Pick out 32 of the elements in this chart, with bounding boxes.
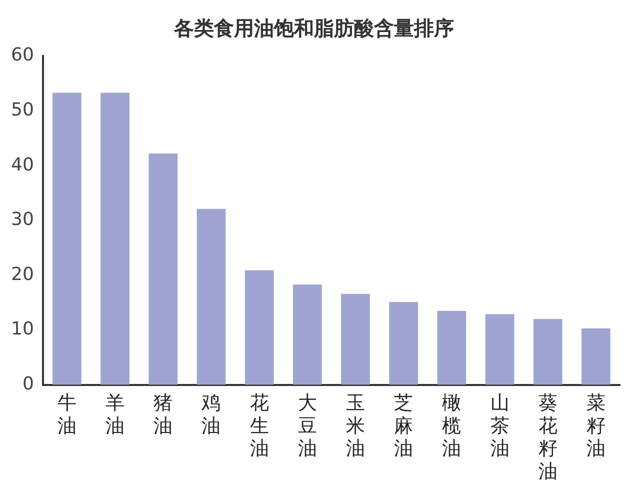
bar: [485, 314, 514, 385]
x-tick-label: 羊油: [106, 392, 125, 437]
y-tick-label: 60: [11, 44, 34, 66]
x-tick-label: 山茶油: [490, 392, 510, 460]
bar: [52, 92, 82, 385]
bar: [100, 92, 130, 385]
bar: [341, 294, 370, 385]
x-tick-label: 鸡油: [200, 392, 221, 437]
bar: [196, 208, 226, 385]
bar: [148, 154, 178, 385]
x-tick-label: 芝麻油: [394, 392, 414, 460]
y-tick-label: 40: [11, 154, 34, 176]
x-tick-label: 玉米油: [346, 392, 365, 460]
y-tick-label: 30: [11, 209, 34, 230]
x-tick-label: 菜籽油: [586, 392, 606, 460]
x-tick-label: 葵花籽油: [538, 392, 558, 483]
x-tick-label: 花生油: [250, 392, 269, 460]
y-tick-label: 20: [11, 264, 34, 285]
bar: [244, 270, 274, 385]
x-tick-label: 牛油: [57, 392, 76, 437]
y-tick-label: 50: [11, 99, 34, 120]
x-tick-label: 大豆油: [298, 392, 317, 460]
y-tick-label: 0: [22, 373, 34, 394]
bar: [437, 310, 466, 385]
bar: [533, 319, 562, 385]
bar: [582, 328, 610, 385]
bar: [292, 284, 322, 385]
x-tick-label: 橄榄油: [442, 392, 462, 460]
bar: [389, 302, 418, 385]
x-tick-label: 猪油: [154, 392, 173, 437]
chart-title: 各类食用油饱和脂肪酸含量排序: [173, 16, 454, 40]
y-tick-label: 10: [11, 318, 34, 340]
